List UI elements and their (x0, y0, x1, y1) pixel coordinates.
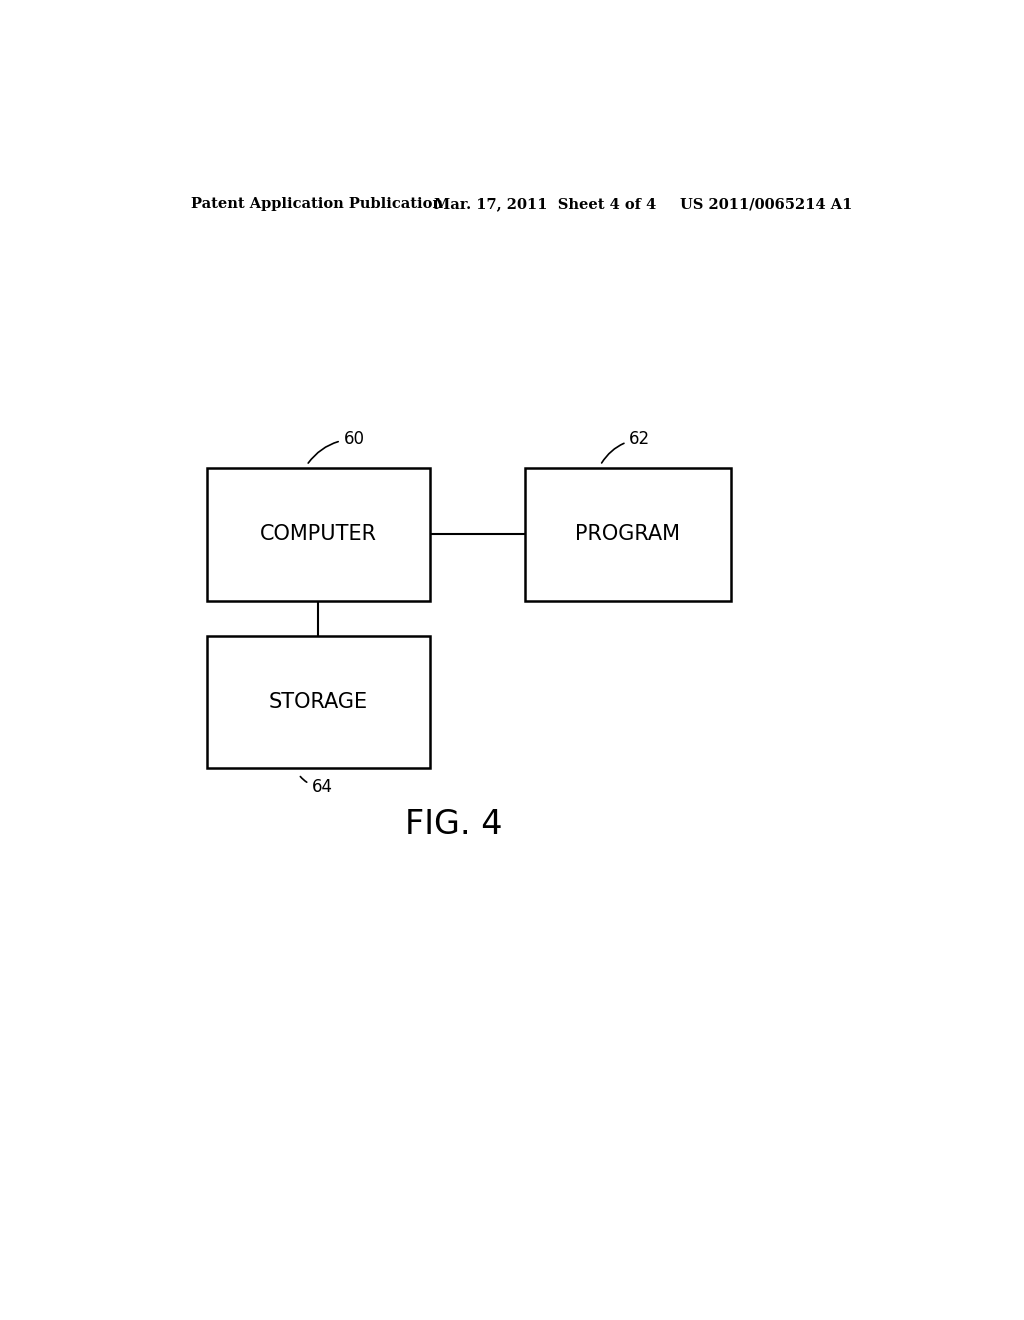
Text: 60: 60 (308, 430, 365, 463)
Text: COMPUTER: COMPUTER (260, 524, 377, 544)
Text: 62: 62 (602, 430, 650, 463)
Text: STORAGE: STORAGE (269, 692, 368, 713)
Text: PROGRAM: PROGRAM (575, 524, 681, 544)
Text: 64: 64 (300, 776, 333, 796)
Text: FIG. 4: FIG. 4 (404, 808, 502, 841)
Text: US 2011/0065214 A1: US 2011/0065214 A1 (680, 197, 852, 211)
Bar (207, 636, 430, 768)
Bar (207, 469, 430, 601)
Text: Mar. 17, 2011  Sheet 4 of 4: Mar. 17, 2011 Sheet 4 of 4 (433, 197, 655, 211)
Bar (524, 469, 731, 601)
Text: Patent Application Publication: Patent Application Publication (191, 197, 443, 211)
